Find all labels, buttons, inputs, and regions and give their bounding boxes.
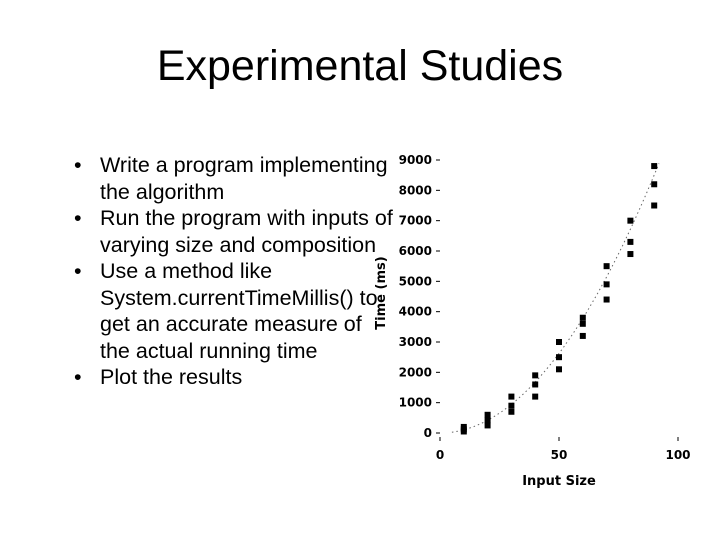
slide-title: Experimental Studies <box>156 42 564 90</box>
data-point <box>532 393 539 400</box>
data-point <box>603 263 610 270</box>
data-point <box>627 238 634 245</box>
data-point <box>556 354 562 361</box>
bullet-item: Use a method like System.currentTimeMill… <box>74 258 394 364</box>
trend-line-group <box>451 163 660 433</box>
y-axis-label: Time (ms) <box>374 256 389 329</box>
x-tick-label: 0 <box>436 448 444 462</box>
y-tick-label: 6000 <box>399 244 432 258</box>
data-point <box>508 393 515 400</box>
data-point <box>651 163 658 170</box>
data-point <box>627 251 634 258</box>
y-tick-label: 3000 <box>399 335 432 349</box>
y-tick-label: 2000 <box>399 365 432 379</box>
bullet-item: Run the program with inputs of varying s… <box>74 205 394 258</box>
y-tick-label: 8000 <box>399 183 432 197</box>
data-point <box>532 372 539 379</box>
data-point <box>579 332 586 339</box>
data-points <box>460 163 658 435</box>
data-point <box>556 366 562 373</box>
bullet-item: Plot the results <box>74 364 394 391</box>
bullet-item: Write a program implementing the algorit… <box>74 152 394 205</box>
y-tick-label: 9000 <box>399 153 432 167</box>
data-point <box>484 417 491 424</box>
x-axis-label: Input Size <box>522 474 596 489</box>
data-point <box>484 422 491 429</box>
y-tick-label: 5000 <box>399 274 432 288</box>
scatter-chart: 0 1000 2000 3000 4000 5000 6000 7000 8000 9000 0 50… <box>374 153 691 489</box>
y-tick-label: 1000 <box>399 396 432 410</box>
chart-axes: 0 1000 2000 3000 4000 5000 6000 7000 8000 9000 0 50… <box>399 153 691 462</box>
x-tick-label: 100 <box>665 448 690 462</box>
x-tick-label: 50 <box>551 448 568 462</box>
data-point <box>532 381 539 388</box>
y-tick-label: 0 <box>424 426 432 440</box>
data-point <box>460 423 467 430</box>
data-point <box>484 411 491 418</box>
data-point <box>603 296 610 303</box>
data-point <box>627 217 634 224</box>
data-point <box>603 281 610 288</box>
data-point <box>508 408 515 415</box>
data-point <box>579 320 586 327</box>
trend-line <box>451 163 660 433</box>
y-tick-label: 7000 <box>399 214 432 228</box>
data-point <box>651 202 658 209</box>
data-point <box>556 339 562 345</box>
data-point <box>579 314 586 321</box>
data-point <box>508 402 515 409</box>
data-point <box>651 181 658 188</box>
y-tick-label: 4000 <box>399 305 432 319</box>
bullet-list: Write a program implementing the algorit… <box>74 152 394 391</box>
